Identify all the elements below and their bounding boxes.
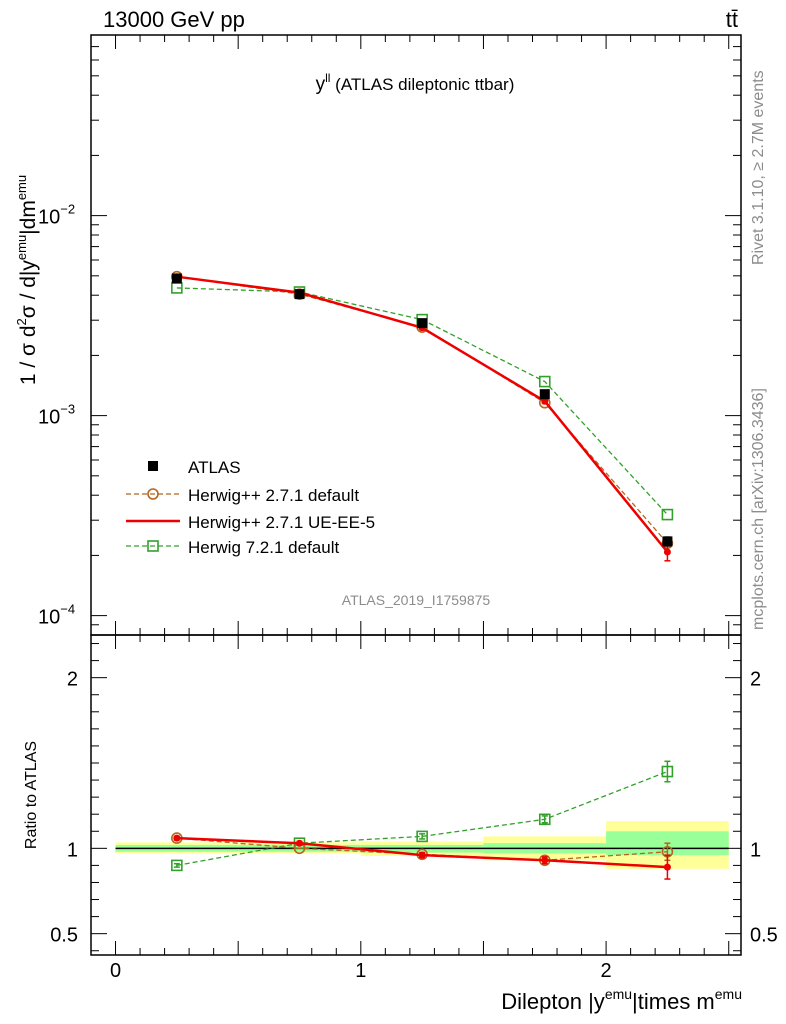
y-tick-label: 10−3 [38, 402, 75, 429]
legend-entry: ATLAS [148, 458, 241, 477]
x-tick-label: 1 [355, 960, 366, 982]
data-point [171, 273, 182, 284]
ratio-frame [90, 634, 742, 956]
rivet-label: Rivet 3.1.10, ≥ 2.7M events [750, 70, 767, 265]
data-point [663, 548, 671, 556]
ratio-y-tick-label-right: 1 [750, 839, 761, 861]
x-axis-label: Dilepton |yemu|times memu [501, 986, 742, 1014]
ratio-panel: 0 1 2 2 2 1 1 0.5 0.5 Ratio to ATLAS Dilepton |y… [23, 634, 778, 1014]
x-tick-label: 0 [110, 960, 121, 982]
plot-title: yll (ATLAS dileptonic ttbar) [316, 71, 515, 95]
x-tick-label: 2 [601, 960, 612, 982]
ratio-series-1 [173, 834, 671, 880]
ratio-series-line [176, 837, 668, 861]
data-point [662, 536, 673, 547]
header-right: tt̄ [726, 7, 738, 32]
legend-marker [147, 540, 159, 552]
series-0 [171, 273, 673, 547]
ratio-y-tick-label-right: 0.5 [750, 925, 778, 947]
series-line [176, 275, 669, 553]
ratio-point [418, 851, 426, 859]
legend-entry: Herwig++ 2.7.1 default [126, 486, 359, 505]
legend: ATLAS Herwig++ 2.7.1 default Herwig++ 2.7.… [126, 458, 375, 557]
ratio-point [416, 830, 428, 843]
legend-label: ATLAS [188, 458, 241, 477]
main-panel: 10−2 10−3 10−4 yll (ATLAS dileptonic ttbar… [14, 34, 742, 636]
legend-label: Herwig++ 2.7.1 UE-EE-5 [188, 513, 375, 532]
ratio-point [663, 863, 671, 871]
ratio-y-tick-label: 1 [67, 839, 78, 861]
legend-entry: Herwig++ 2.7.1 UE-EE-5 [126, 513, 375, 532]
header-left: 13000 GeV pp [103, 7, 245, 32]
ratio-point [541, 856, 549, 864]
ratio-y-tick-label-right: 2 [750, 669, 761, 691]
legend-entry: Herwig 7.2.1 default [126, 538, 339, 557]
data-point [538, 375, 551, 388]
legend-label: Herwig 7.2.1 default [188, 538, 339, 557]
ratio-point [171, 859, 183, 872]
data-point [417, 318, 428, 329]
y-tick-label: 10−4 [38, 602, 75, 629]
ratio-y-axis-label: Ratio to ATLAS [23, 741, 40, 849]
data-point [294, 289, 305, 300]
legend-label: Herwig++ 2.7.1 default [188, 486, 359, 505]
legend-marker [147, 488, 159, 500]
data-point [541, 397, 549, 405]
ratio-series-line [176, 770, 668, 867]
y-tick-label: 10−2 [38, 202, 75, 229]
legend-marker [148, 461, 158, 471]
series-1 [171, 270, 674, 550]
data-point [661, 508, 674, 521]
analysis-watermark: ATLAS_2019_I1759875 [342, 592, 491, 608]
ratio-point [173, 834, 181, 842]
ratio-y-tick-label: 0.5 [50, 925, 78, 947]
mcplots-label: mcplots.cern.ch [arXiv:1306.3436] [750, 388, 767, 630]
ratio-point [538, 813, 551, 826]
y-axis-label: 1 / σ d2σ / d|yemu|dmemu [14, 175, 40, 385]
ratio-point [295, 839, 303, 847]
ratio-point [661, 765, 674, 778]
ratio-y-tick-label: 2 [67, 669, 78, 691]
data-point [539, 389, 550, 400]
